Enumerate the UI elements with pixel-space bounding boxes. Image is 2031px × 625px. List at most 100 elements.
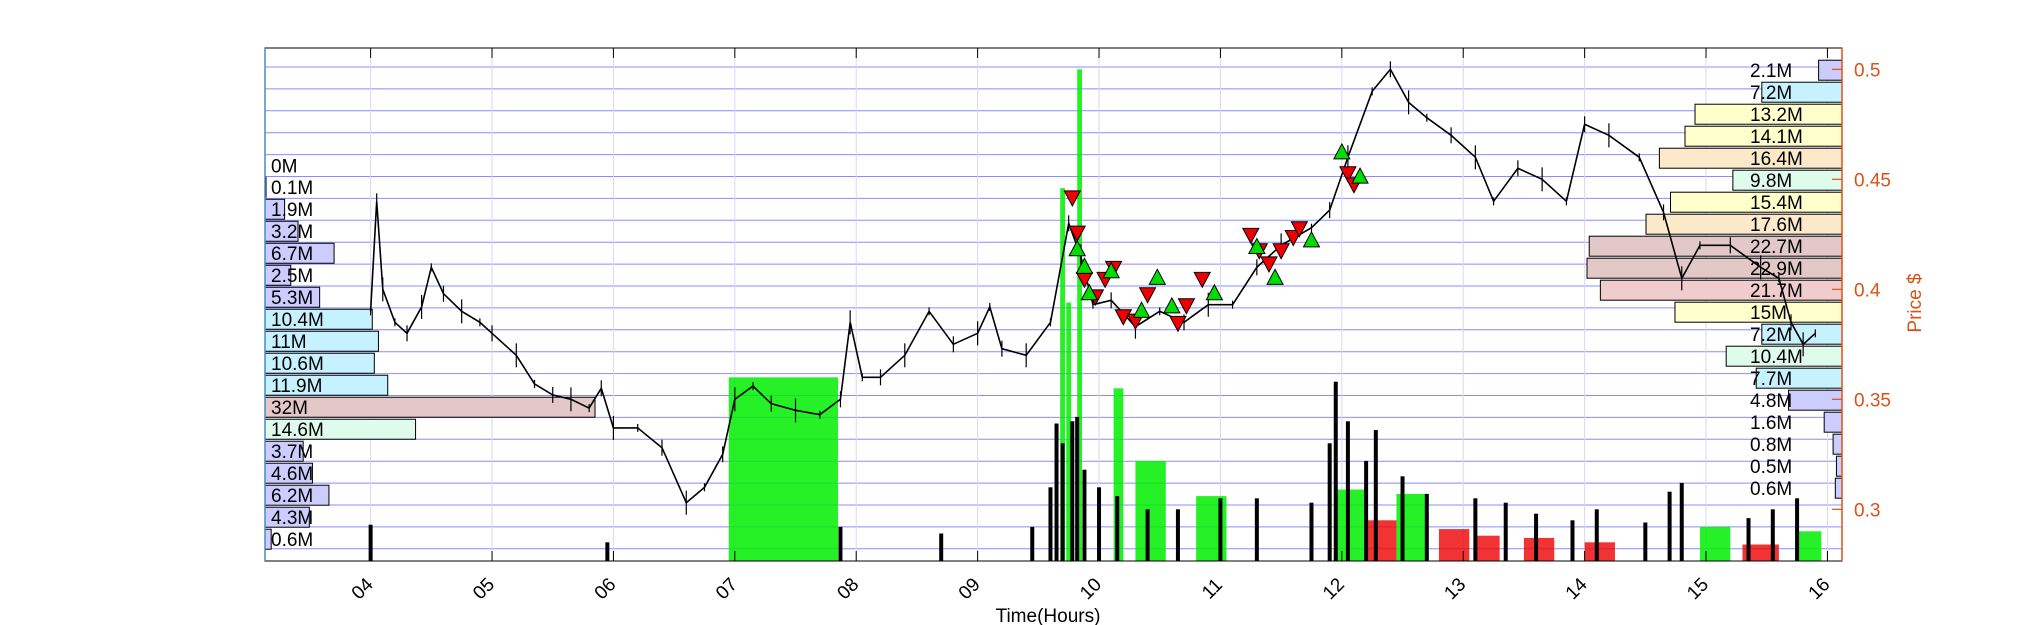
y-tick-label: 0.45: [1854, 170, 1891, 191]
buy-marker: [1248, 237, 1266, 255]
volume-profile-label-right: 15M: [1750, 303, 1787, 324]
volume-profile-label-right: 15.4M: [1750, 193, 1803, 214]
volume-profile-label-right: 7.2M: [1750, 325, 1792, 346]
volume-profile-label-left: 11M: [271, 332, 307, 353]
volume-profile-label-left: 0.1M: [271, 178, 313, 199]
buy-marker: [1075, 257, 1094, 274]
x-tick-label: 16: [1805, 574, 1835, 604]
buy-marker: [1068, 239, 1087, 257]
buy-marker: [1302, 230, 1321, 248]
volume-layer: [728, 69, 1822, 562]
volume-profile-label-left: 0.6M: [271, 530, 313, 551]
volume-profile-bar-right: [1834, 477, 1843, 499]
sell-marker: [1169, 315, 1187, 333]
volume-spike: [1594, 509, 1599, 561]
sell-marker: [1284, 230, 1303, 247]
volume-profile-label-right: 21.7M: [1750, 281, 1803, 302]
volume-profile-label-right: 9.8M: [1750, 171, 1792, 192]
volume-profile-bar-right: [1832, 433, 1843, 455]
volume-bar: [1438, 529, 1470, 561]
volume-profile-label-right: 17.6M: [1750, 215, 1803, 236]
x-tick-label: 08: [833, 574, 863, 604]
sell-marker: [1290, 221, 1309, 238]
volume-profile-bar-right: [1818, 59, 1843, 81]
volume-profile-bar-right: [1835, 455, 1843, 477]
volume-spike: [605, 542, 610, 561]
sell-marker: [1339, 166, 1357, 183]
volume-profile-label-left: 4.6M: [271, 464, 313, 485]
y-tick-label: 0.3: [1854, 500, 1880, 521]
volume-spike: [1345, 421, 1350, 561]
volume-profile-bar-right: [1599, 279, 1843, 301]
volume-profile-label-left: 2.5M: [271, 266, 313, 287]
x-tick-label: 06: [591, 574, 621, 604]
volume-spike: [1254, 498, 1259, 561]
volume-profile-label-right: 0.5M: [1750, 457, 1792, 478]
volume-bar: [1077, 69, 1083, 562]
volume-spike: [1030, 526, 1035, 561]
volume-spike: [1795, 498, 1800, 561]
volume-profile-label-left: 14.6M: [271, 420, 324, 441]
volume-bar: [1523, 537, 1555, 561]
x-tick-label: 07: [712, 574, 742, 604]
volume-profile-bar-right: [1823, 411, 1843, 433]
volume-spike: [1424, 493, 1429, 561]
x-tick-label: 12: [1319, 574, 1349, 604]
sell-marker: [1272, 243, 1290, 260]
volume-spike: [1175, 509, 1180, 561]
volume-spike: [1218, 498, 1223, 561]
volume-profile-label-right: 13.2M: [1750, 105, 1803, 126]
price-layer: [369, 61, 1816, 515]
volume-profile-label-right: 0.6M: [1750, 479, 1792, 500]
sell-marker: [1063, 190, 1082, 207]
volume-bar: [1060, 188, 1066, 561]
volume-profile-label-left: 11.9M: [271, 376, 322, 397]
y-tick-label: 0.4: [1854, 280, 1881, 301]
volume-bar: [1113, 388, 1124, 561]
volume-profile-bar-right: [1645, 213, 1843, 235]
volume-profile-label-right: 0.8M: [1750, 435, 1792, 456]
buy-marker: [1351, 167, 1369, 184]
volume-profile-label-right: 1.6M: [1750, 413, 1792, 434]
volume-spike: [838, 526, 843, 561]
volume-spike: [1643, 522, 1648, 561]
volume-profile-label-left: 4.3M: [271, 508, 313, 529]
volume-spike: [1667, 491, 1672, 561]
buy-marker: [1332, 142, 1351, 160]
price-line: [369, 67, 1816, 505]
volume-spike: [1679, 482, 1684, 561]
volume-profile-label-right: 4.8M: [1750, 391, 1792, 412]
sell-marker: [1193, 271, 1212, 289]
x-tick-label: 11: [1198, 575, 1227, 604]
volume-spike: [939, 533, 944, 561]
volume-profile-bar-right: [1586, 257, 1843, 279]
y-tick-label: 0.35: [1854, 390, 1891, 411]
x-tick-label: 15: [1683, 574, 1713, 604]
volume-profile-label-left: 32M: [271, 398, 308, 419]
volume-profile-label-left: 3.7M: [271, 442, 313, 463]
volume-bar: [1742, 544, 1779, 561]
volume-bar: [1475, 535, 1500, 561]
sell-marker: [1241, 227, 1260, 245]
volume-spike: [1115, 496, 1120, 561]
volume-profile-label-right: 14.1M: [1750, 127, 1803, 148]
volume-spike: [368, 524, 373, 561]
x-tick-label: 14: [1562, 574, 1592, 604]
volume-profile-label-right: 7.2M: [1750, 83, 1792, 104]
volume-bar: [1699, 526, 1731, 561]
x-tick-label: 04: [348, 574, 378, 604]
volume-spike: [1534, 513, 1539, 561]
volume-spike: [1473, 498, 1478, 561]
volume-profile-label-left: 0M: [271, 156, 297, 177]
volume-profile-bar-right: [1588, 235, 1843, 257]
volume-bar: [1066, 302, 1072, 561]
volume-profile-label-left: 1.9M: [271, 200, 313, 221]
volume-profile-bar-left: [264, 396, 596, 418]
sell-marker: [1068, 225, 1087, 243]
volume-spike: [1333, 381, 1338, 561]
volume-profile-label-left: 10.6M: [271, 354, 324, 375]
volume-profile-label-left: 6.2M: [271, 486, 313, 507]
x-axis-label: Time(Hours): [996, 606, 1101, 625]
volume-profile-label-left: 6.7M: [271, 244, 313, 265]
